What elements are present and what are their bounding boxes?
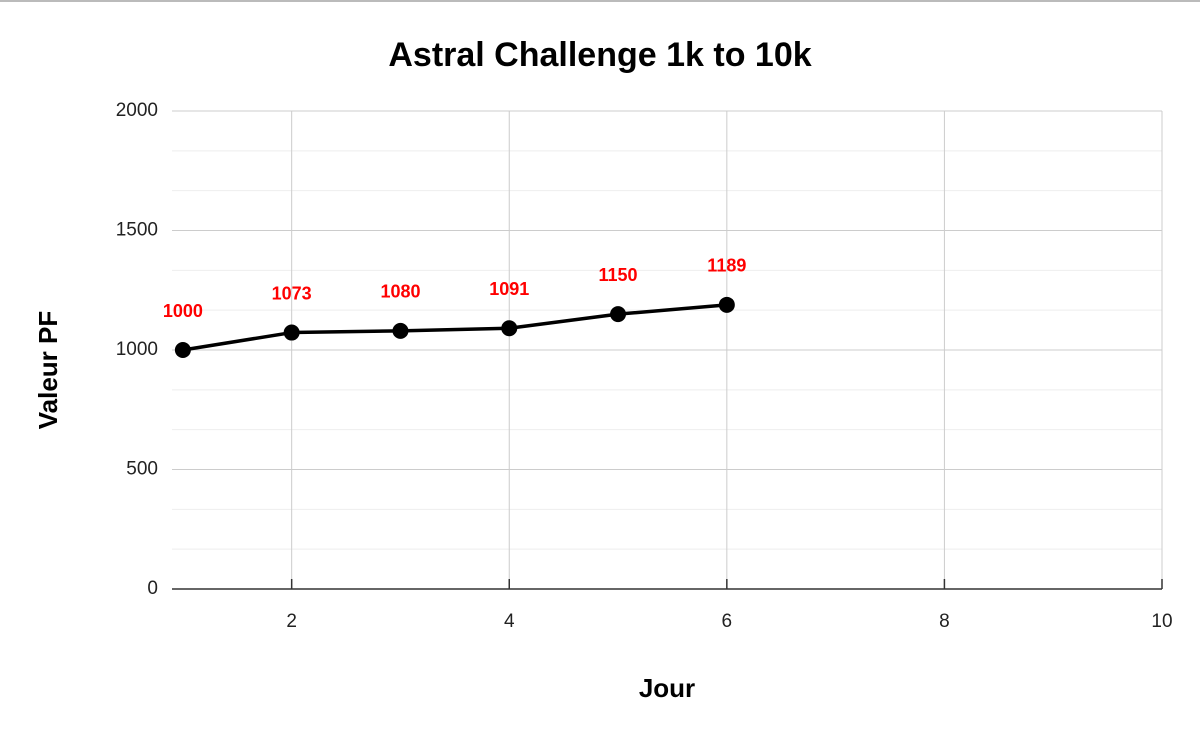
data-label: 1080 <box>380 282 420 302</box>
point <box>610 306 627 323</box>
x-tick-label: 4 <box>504 611 515 632</box>
point <box>283 324 300 341</box>
data-label: 1091 <box>489 279 529 299</box>
y-tick-label: 0 <box>147 578 158 599</box>
y-tick-label: 1500 <box>116 220 158 241</box>
y-tick-label: 1000 <box>116 339 158 360</box>
y-tick-label: 500 <box>126 459 158 480</box>
data-label: 1000 <box>163 301 203 321</box>
data-label: 1150 <box>599 265 638 285</box>
x-tick-label: 6 <box>722 611 733 632</box>
y-tick-label: 2000 <box>116 100 158 121</box>
y-axis-label: Valeur PF <box>33 311 63 430</box>
data-label: 1073 <box>272 283 312 303</box>
data-label: 1189 <box>707 256 746 276</box>
point <box>718 296 735 313</box>
x-tick-label: 2 <box>286 611 297 632</box>
point <box>501 320 518 337</box>
x-tick-label: 10 <box>1151 611 1172 632</box>
chart-title: Astral Challenge 1k to 10k <box>388 36 811 74</box>
x-tick-label: 8 <box>939 611 950 632</box>
point <box>174 342 191 358</box>
x-axis-label: Jour <box>639 673 695 703</box>
point <box>392 322 409 339</box>
line <box>182 303 727 352</box>
